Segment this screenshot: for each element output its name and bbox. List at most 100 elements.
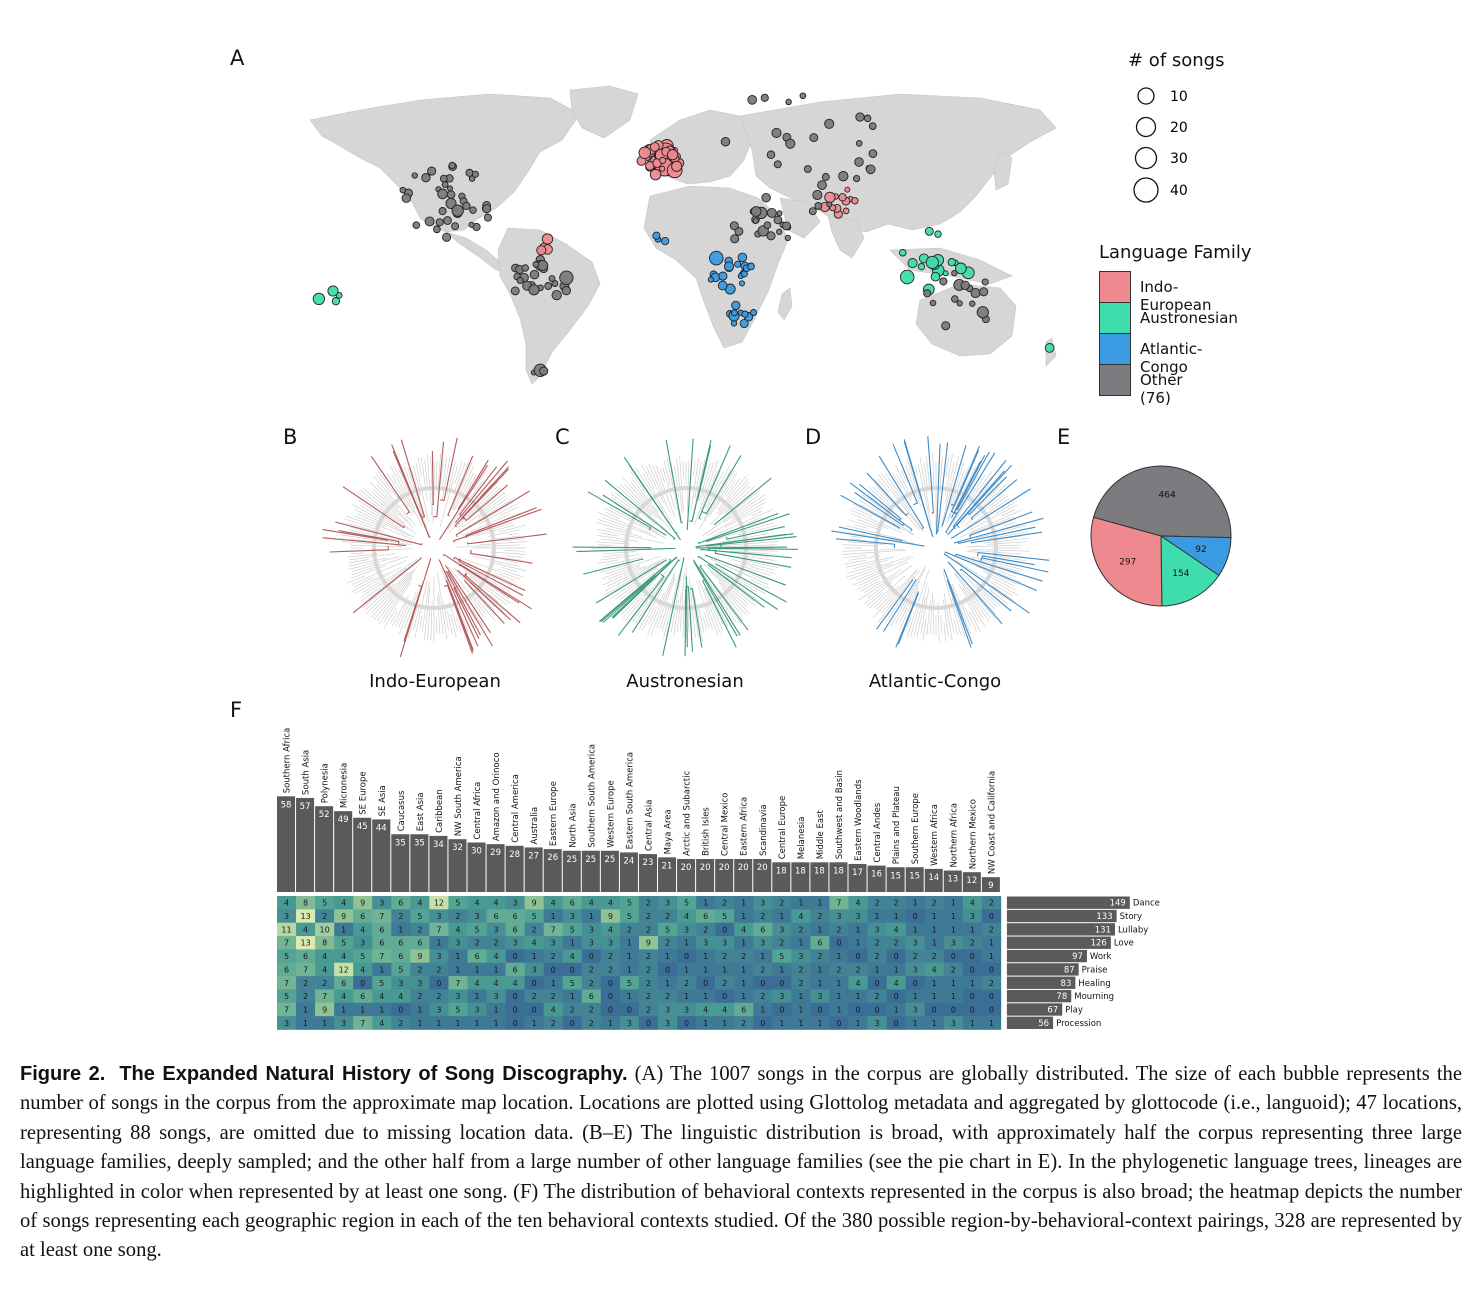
heatmap-cell: [486, 936, 506, 950]
map-bubble: [899, 269, 915, 285]
heatmap-cell: [334, 1002, 354, 1017]
heatmap-cell: [867, 1002, 887, 1017]
heatmap-cell-value: 6: [417, 939, 422, 948]
map-bubble: [955, 262, 967, 275]
heatmap-cell-value: 2: [665, 992, 670, 1001]
heatmap-cell-value: 6: [303, 952, 308, 961]
heatmap-cell-value: 2: [932, 899, 937, 908]
region-bar: [943, 870, 962, 892]
map-bubble: [838, 193, 847, 202]
map-bubble: [532, 261, 540, 268]
map-bubble: [451, 204, 464, 217]
heatmap-cell-value: 1: [779, 912, 784, 921]
tree-branch-grey: [740, 559, 779, 568]
tree-branch-highlight: [576, 547, 676, 553]
tree-branch-highlight: [458, 558, 524, 596]
tree-branch-highlight: [952, 460, 1007, 530]
heatmap-cell: [277, 962, 297, 977]
tree-branch-grey: [694, 597, 703, 642]
tree-branch-grey: [352, 504, 414, 538]
heatmap-cell: [581, 896, 602, 910]
tree-branch-highlight: [665, 439, 683, 524]
tree-branch-grey: [505, 550, 525, 552]
tree-branch-grey: [874, 479, 921, 531]
map-bubble: [451, 222, 460, 231]
tree-branch-highlight: [702, 455, 742, 515]
tree-branch-grey: [852, 571, 883, 586]
tree-branch-grey: [915, 466, 919, 476]
region-label: Central America: [511, 774, 521, 843]
tree-branch-highlight: [883, 578, 917, 632]
heatmap-cell: [829, 909, 849, 923]
heatmap-cell: [296, 896, 316, 910]
heatmap-cell: [905, 989, 925, 1004]
region-label: Eastern Europe: [549, 781, 559, 846]
heatmap-cell-value: 0: [894, 992, 899, 1001]
heatmap-cell-value: 5: [627, 899, 632, 908]
heatmap-cell-value: 6: [360, 992, 365, 1001]
region-bar: [791, 862, 810, 892]
heatmap-cell-value: 6: [760, 925, 765, 934]
heatmap-cell-value: 6: [513, 965, 518, 974]
heatmap-cell: [391, 949, 411, 964]
heatmap-cell-value: 3: [703, 939, 708, 948]
heatmap-cell: [924, 976, 945, 990]
heatmap-cell: [315, 909, 335, 923]
heatmap-cell-value: 2: [303, 979, 308, 988]
heatmap-cell-value: 2: [875, 899, 880, 908]
region-label: Southern Europe: [911, 793, 921, 864]
heatmap-cell-value: 2: [665, 912, 670, 921]
heatmap-cell: [772, 949, 792, 964]
heatmap-cell-value: 2: [455, 912, 460, 921]
heatmap-cell-value: 2: [760, 912, 765, 921]
region-bar: [277, 796, 296, 892]
heatmap-cell: [505, 922, 525, 937]
tree-branch-highlight: [463, 573, 511, 621]
heatmap-cell: [429, 1016, 449, 1030]
heatmap-cell: [943, 949, 964, 964]
region-bar-value: 15: [890, 871, 901, 881]
tree-branch-grey: [906, 616, 912, 628]
heatmap-cell: [486, 896, 506, 910]
heatmap-cell: [753, 989, 773, 1004]
map-bubble: [868, 149, 878, 158]
region-bar-value: 24: [624, 856, 635, 866]
tree-branch-grey: [600, 554, 640, 561]
map-bubble: [729, 221, 739, 231]
heatmap-cell-value: 5: [417, 912, 422, 921]
tree-branch-grey: [642, 473, 673, 525]
heatmap-cell-value: 2: [798, 965, 803, 974]
map-bubbles: [312, 92, 1055, 377]
tree-branch-grey: [877, 575, 915, 623]
tree-branch-grey: [407, 467, 425, 519]
tree-branch-grey: [983, 537, 1029, 544]
heatmap-cell: [867, 909, 887, 923]
heatmap-cell-value: 0: [894, 952, 899, 961]
atlantic-congo-label: Atlantic-Congo: [1140, 340, 1203, 376]
heatmap-cell: [886, 976, 906, 990]
tree-branches: [831, 436, 1050, 648]
heatmap-cell-value: 3: [284, 912, 289, 921]
region-bar: [886, 867, 905, 892]
tree-branch-grey: [958, 583, 986, 627]
map-bubble: [649, 168, 662, 181]
tree-branch-grey: [362, 488, 405, 524]
tree-branch-grey: [891, 471, 902, 489]
heatmap-cell: [524, 909, 544, 923]
tree-branch-grey: [945, 457, 950, 478]
map-bubble: [412, 221, 421, 230]
heatmap-cell-value: 3: [665, 1019, 670, 1028]
heatmap-cell: [524, 962, 544, 977]
heatmap-cell-value: 3: [513, 939, 518, 948]
tree-branch-highlight: [946, 579, 972, 648]
tree-branch-grey: [357, 500, 395, 524]
heatmap-cell: [924, 989, 945, 1004]
heatmap-cell-value: 0: [627, 1005, 632, 1014]
map-bubble: [930, 271, 941, 282]
context-bar-value: 131: [1095, 925, 1111, 935]
tree-branch-grey: [659, 468, 666, 483]
heatmap-cell: [410, 896, 430, 910]
tree-branch-highlight: [698, 445, 731, 520]
tree-branch-grey: [845, 556, 895, 568]
tree-branch-grey: [500, 538, 526, 542]
